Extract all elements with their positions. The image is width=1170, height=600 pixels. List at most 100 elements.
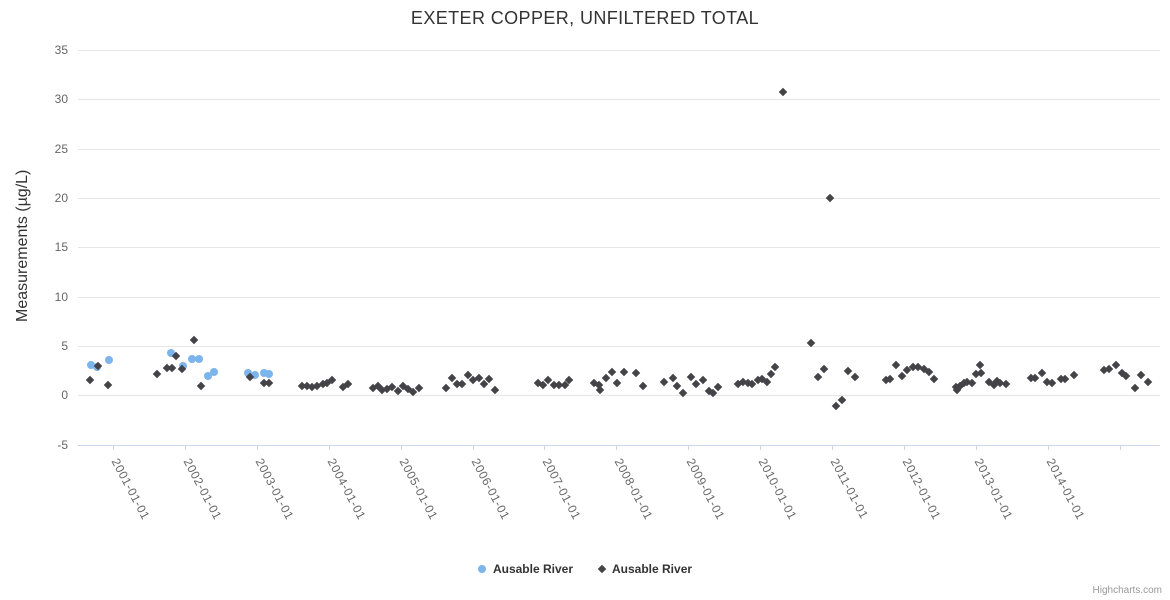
data-point[interactable]	[1136, 370, 1145, 379]
gridline	[78, 50, 1160, 51]
x-axis-tick	[1119, 444, 1121, 450]
data-point[interactable]	[195, 354, 204, 363]
data-point[interactable]	[457, 380, 466, 389]
data-point[interactable]	[814, 372, 823, 381]
data-point[interactable]	[595, 386, 605, 395]
y-axis-tick-label: 35	[54, 43, 68, 57]
gridline	[78, 99, 1160, 101]
chart-title: EXETER COPPER, UNFILTERED TOTAL	[410, 8, 760, 28]
legend-circle-marker-icon	[477, 565, 486, 573]
gridline	[78, 395, 1160, 397]
data-point[interactable]	[770, 362, 780, 371]
legend-item-ausable-river-diamonds[interactable]: Ausable River	[597, 562, 692, 576]
x-axis-tick	[903, 444, 905, 450]
data-point[interactable]	[103, 381, 113, 390]
y-axis-tick-label: 0	[61, 388, 68, 403]
gridline	[78, 198, 1160, 199]
y-axis-tick-label: 25	[54, 141, 68, 156]
x-axis-tick	[688, 444, 690, 450]
data-point[interactable]	[631, 368, 640, 377]
y-axis-tick-label: 5	[61, 339, 68, 353]
x-axis-tick	[975, 444, 977, 450]
data-point[interactable]	[672, 382, 681, 391]
data-point[interactable]	[850, 372, 860, 381]
data-point[interactable]	[891, 360, 901, 369]
data-point[interactable]	[601, 373, 611, 382]
x-axis-line	[78, 444, 1160, 446]
gridline	[78, 346, 1160, 347]
data-point[interactable]	[1037, 368, 1047, 377]
data-point[interactable]	[975, 360, 985, 369]
x-axis-tick-label: 2007-01-01	[540, 456, 585, 523]
x-axis-tick-label: 2008-01-01	[611, 456, 656, 523]
y-axis-tick-label: 30	[54, 92, 68, 107]
x-axis-tick-label: 2003-01-01	[252, 456, 297, 523]
data-point[interactable]	[196, 382, 205, 391]
y-axis-tick-label: -5	[57, 437, 68, 452]
legend-diamond-marker-icon	[597, 564, 607, 574]
gridline	[78, 296, 1160, 298]
data-point[interactable]	[189, 335, 199, 345]
x-axis-tick-label: 2002-01-01	[180, 456, 225, 523]
data-point[interactable]	[85, 375, 95, 384]
x-axis-tick	[544, 444, 546, 450]
data-point[interactable]	[699, 375, 708, 384]
data-point[interactable]	[837, 395, 847, 405]
x-axis-tick-label: 2010-01-01	[755, 456, 800, 523]
data-point[interactable]	[832, 401, 841, 411]
x-axis-tick	[113, 444, 114, 450]
data-point[interactable]	[638, 382, 648, 391]
x-axis-tick	[328, 444, 330, 450]
legend-item-ausable-river-circles[interactable]: Ausable River	[477, 562, 573, 576]
data-point[interactable]	[265, 369, 273, 378]
data-point[interactable]	[1144, 377, 1153, 386]
data-point[interactable]	[104, 355, 113, 364]
data-point[interactable]	[1070, 370, 1079, 379]
data-point[interactable]	[1131, 384, 1140, 393]
data-point[interactable]	[152, 369, 162, 378]
data-point[interactable]	[250, 370, 259, 379]
data-point[interactable]	[1001, 379, 1011, 388]
data-point[interactable]	[619, 367, 629, 376]
data-point[interactable]	[188, 354, 197, 363]
data-point[interactable]	[167, 348, 176, 357]
data-point[interactable]	[763, 377, 772, 386]
data-point[interactable]	[659, 377, 669, 386]
data-point[interactable]	[441, 384, 451, 393]
data-point[interactable]	[843, 366, 853, 375]
x-axis-tick-label: 2005-01-01	[396, 456, 441, 523]
legend: Ausable River Ausable River	[0, 562, 1170, 576]
gridline	[78, 247, 1160, 249]
x-axis-tick-label: 2011-01-01	[827, 456, 872, 522]
data-point[interactable]	[490, 386, 500, 395]
legend-label: Ausable River	[492, 562, 573, 576]
data-point[interactable]	[264, 378, 274, 387]
x-axis-tick-label: 2006-01-01	[468, 456, 513, 523]
x-axis-tick	[472, 444, 474, 450]
data-point[interactable]	[1111, 360, 1121, 369]
data-point[interactable]	[328, 375, 337, 384]
data-point[interactable]	[172, 351, 181, 361]
data-point[interactable]	[86, 360, 95, 369]
x-axis-tick	[400, 444, 402, 450]
y-axis-tick-label: 15	[54, 240, 68, 255]
data-point[interactable]	[929, 374, 939, 383]
data-point[interactable]	[260, 368, 268, 377]
data-point[interactable]	[612, 378, 622, 387]
x-axis-tick	[184, 444, 186, 450]
x-axis-tick-label: 2013-01-01	[971, 456, 1016, 523]
data-point[interactable]	[203, 371, 212, 380]
data-point[interactable]	[686, 372, 696, 381]
data-point[interactable]	[778, 88, 788, 97]
data-point[interactable]	[825, 193, 835, 203]
highcharts-credit[interactable]: Highcharts.com	[1092, 585, 1162, 596]
data-point[interactable]	[668, 373, 678, 382]
data-point[interactable]	[209, 367, 218, 376]
x-axis-tick-label: 2004-01-01	[324, 456, 369, 523]
x-axis-tick-label: 2014-01-01	[1043, 456, 1088, 523]
data-point[interactable]	[243, 368, 252, 377]
data-point[interactable]	[819, 364, 829, 373]
data-point[interactable]	[167, 363, 177, 372]
data-point[interactable]	[607, 367, 617, 376]
